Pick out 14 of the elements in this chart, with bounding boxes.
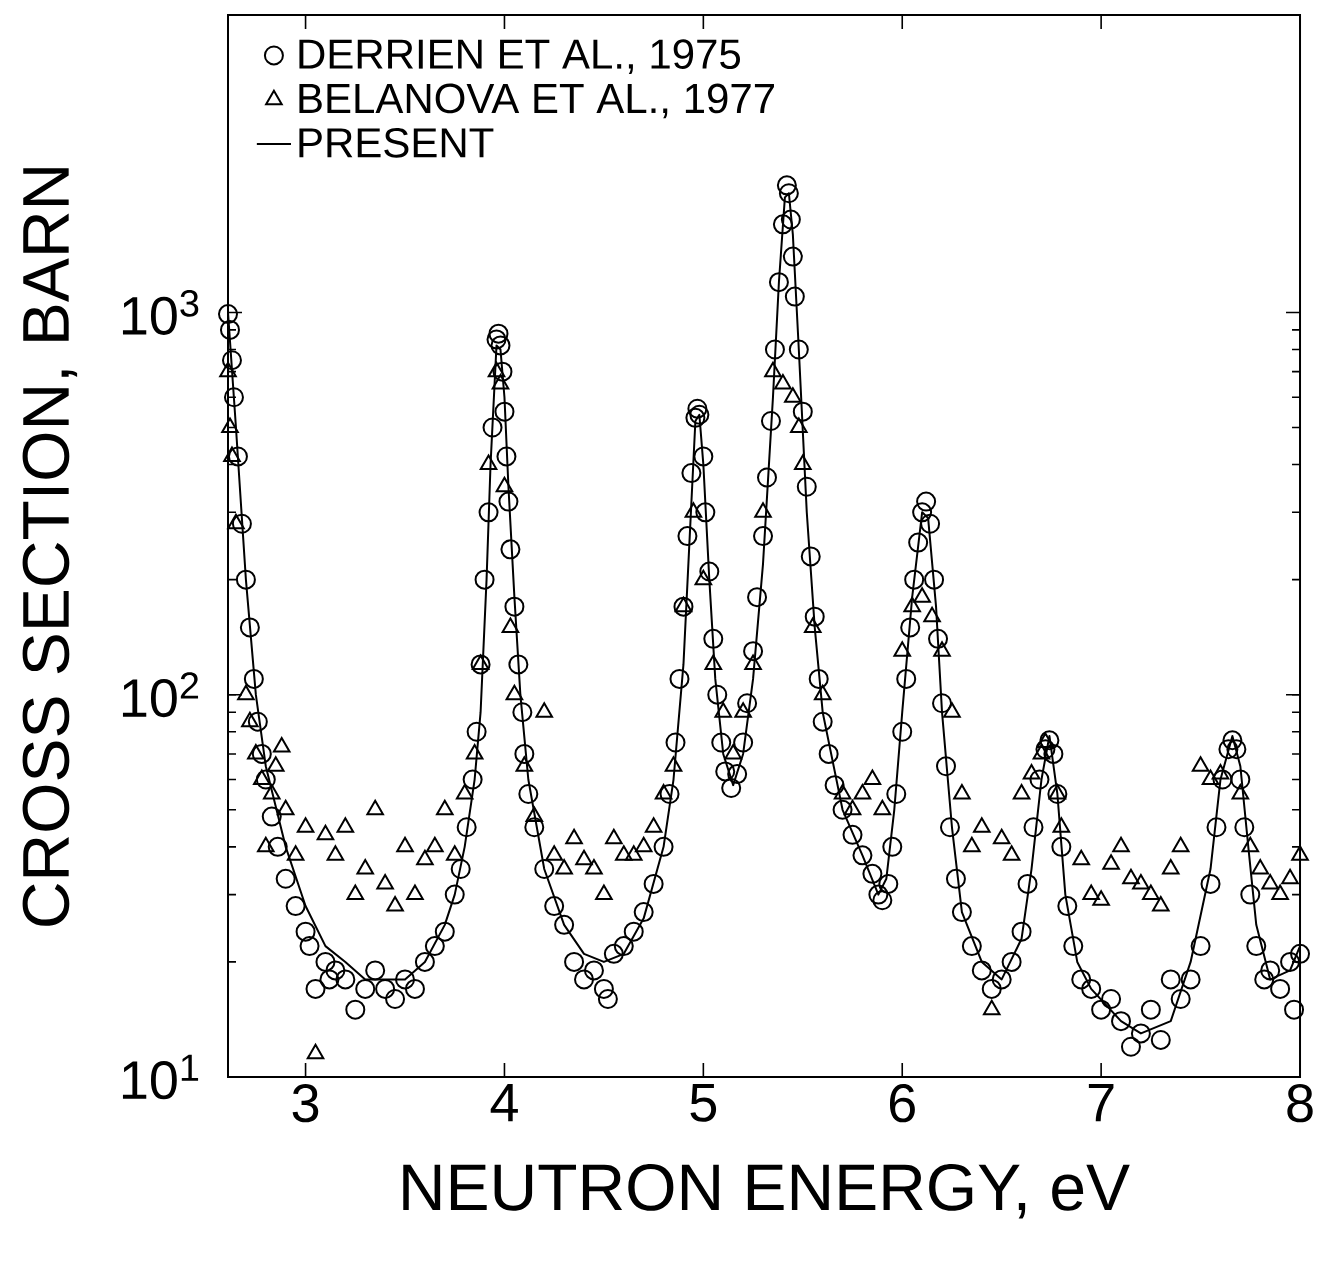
y-axis-title: CROSS SECTION, BARN xyxy=(22,168,78,926)
legend-label: PRESENT xyxy=(299,127,494,158)
x-axis-title: NEUTRON ENERGY, eV xyxy=(403,1164,1130,1219)
x-tick-label: 5 xyxy=(690,1084,717,1122)
y-tick-label: 10$^{2}$ xyxy=(122,672,199,718)
legend-label: BELANOVA ET AL., 1977 xyxy=(299,83,774,119)
x-tick-label: 6 xyxy=(889,1084,915,1123)
x-tick-label: 3 xyxy=(292,1084,319,1123)
legend-label: DERRIEN ET AL., 1975 xyxy=(299,39,741,74)
x-tick-label: 7 xyxy=(1088,1084,1114,1122)
y-tick-label: 10$^{1}$ xyxy=(122,1054,199,1100)
x-tick-label: 4 xyxy=(490,1084,518,1122)
y-tick-label: 10$^{3}$ xyxy=(122,289,199,335)
x-tick-label: 8 xyxy=(1287,1084,1313,1123)
